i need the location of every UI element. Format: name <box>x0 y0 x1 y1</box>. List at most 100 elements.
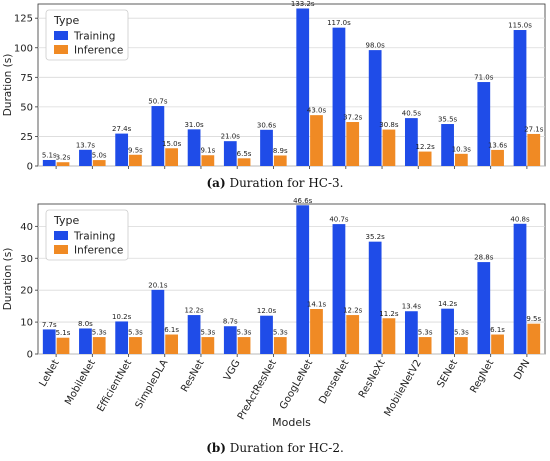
data-label-inference: 37.2s <box>343 114 363 122</box>
data-label-training: 13.7s <box>76 141 96 149</box>
y-tick-label: 100 <box>14 43 33 54</box>
x-tick-label: PreActResNet <box>236 358 279 422</box>
data-label-inference: 5.3s <box>200 329 215 337</box>
bar-inference-lenet <box>56 337 70 354</box>
bar-training-mobilenetv2 <box>404 311 418 354</box>
bar-inference-dpn <box>527 323 541 354</box>
bar-inference-densenet <box>346 122 360 166</box>
data-label-training: 115.0s <box>508 22 532 30</box>
bar-inference-simpledla <box>165 334 179 354</box>
bar-inference-senet <box>454 337 468 354</box>
bar-training-vgg <box>223 141 237 166</box>
x-tick-label: ResNeXt <box>357 358 388 400</box>
data-label-inference: 6.5s <box>237 150 252 158</box>
data-label-training: 35.2s <box>366 233 386 241</box>
y-tick-label: 125 <box>14 14 33 25</box>
data-label-inference: 5.3s <box>128 329 143 337</box>
data-label-inference: 5.3s <box>237 329 252 337</box>
legend: Type Training Inference <box>45 209 129 261</box>
bar-training-lenet <box>42 159 56 166</box>
data-label-training: 7.7s <box>42 321 57 329</box>
data-label-training: 20.1s <box>148 281 168 289</box>
bar-inference-resnet <box>201 155 215 166</box>
legend-label-inference: Inference <box>74 45 123 57</box>
y-axis-label: Duration (s) <box>2 54 14 117</box>
bar-inference-mobilenet <box>92 337 106 354</box>
bar-inference-preactresnet <box>273 155 287 166</box>
data-label-inference: 30.8s <box>379 121 399 129</box>
bar-training-vgg <box>223 326 237 354</box>
legend-swatch-inference <box>54 45 68 54</box>
bar-inference-googlenet <box>310 309 323 354</box>
bar-training-dpn <box>513 223 527 354</box>
caption-b-label: (b) <box>206 441 226 455</box>
x-tick-label: EfficientNet <box>95 358 134 414</box>
caption-b: (b) Duration for HC-2. <box>0 441 550 455</box>
legend-label-inference: Inference <box>74 245 123 257</box>
bar-inference-vgg <box>237 158 251 166</box>
bar-training-densenet <box>332 27 346 167</box>
legend-swatch-training <box>54 231 68 240</box>
x-axis-label: Models <box>272 416 311 429</box>
bar-inference-mobilenetv2 <box>418 337 432 354</box>
data-label-inference: 5.3s <box>92 329 107 337</box>
data-label-training: 12.0s <box>257 307 277 315</box>
data-label-training: 71.0s <box>474 74 494 82</box>
bar-training-senet <box>441 308 454 354</box>
chart-panel-a: 0 25 50 75 100 125 Duration (s) 5.1s3.2s 13.7s 5.… <box>2 0 546 173</box>
legend-swatch-inference <box>54 245 68 254</box>
y-tick-label: 20 <box>20 286 33 297</box>
bar-training-efficientnet <box>115 321 129 354</box>
x-tick-label: MobileNet <box>63 358 98 407</box>
bar-training-simpledla <box>151 106 165 166</box>
bar-inference-mobilenet <box>92 160 106 166</box>
bar-training-googlenet <box>296 8 310 167</box>
x-tick-label: DPN <box>512 358 532 382</box>
data-label-training: 8.7s <box>223 318 238 326</box>
data-label-training: 35.5s <box>438 116 458 124</box>
y-tick-label: 25 <box>20 132 33 143</box>
x-tick-label: RegNet <box>468 358 496 395</box>
data-label-training: 14.2s <box>438 300 458 308</box>
caption-a: (a) Duration for HC-3. <box>0 176 550 190</box>
bar-training-googlenet <box>296 205 310 354</box>
bar-training-senet <box>441 124 454 166</box>
data-label-inference: 9.5s <box>128 146 143 154</box>
data-label-inference: 11.2s <box>379 310 399 318</box>
data-label-inference: 27.1s <box>524 125 544 133</box>
data-label-training: 5.1s <box>42 151 57 159</box>
bar-training-dpn <box>513 30 527 166</box>
legend-title: Type <box>53 214 79 227</box>
legend-label-training: Training <box>73 231 115 243</box>
bar-training-resnext <box>368 241 382 354</box>
bar-training-mobilenet <box>79 149 92 166</box>
data-label-inference: 9.5s <box>526 315 541 323</box>
bar-training-densenet <box>332 224 346 354</box>
x-tick-label: DenseNet <box>317 358 351 406</box>
bar-inference-dpn <box>527 133 541 166</box>
data-label-inference: 5.3s <box>418 329 433 337</box>
data-label-training: 40.7s <box>329 216 349 224</box>
legend-label-training: Training <box>73 31 115 43</box>
data-label-training: 31.0s <box>184 121 204 129</box>
data-label-inference: 5.1s <box>56 329 71 337</box>
bar-inference-densenet <box>346 315 360 354</box>
data-label-training: 30.6s <box>257 121 277 129</box>
data-label-inference: 5.3s <box>454 329 469 337</box>
data-label-inference: 3.2s <box>56 154 71 162</box>
x-tick-label: ResNet <box>179 358 206 394</box>
data-label-inference: 9.1s <box>200 147 215 155</box>
data-label-inference: 5.3s <box>273 329 288 337</box>
legend-title: Type <box>53 14 79 27</box>
y-axis-label: Duration (s) <box>2 248 14 311</box>
x-tick-label: VGG <box>222 358 243 383</box>
x-tick-label: MobileNetV2 <box>383 358 424 419</box>
bar-training-lenet <box>42 329 56 354</box>
bar-inference-mobilenetv2 <box>418 151 432 166</box>
bar-training-regnet <box>477 82 491 166</box>
data-label-training: 10.2s <box>112 313 132 321</box>
data-label-training: 8.0s <box>78 320 93 328</box>
data-label-inference: 43.0s <box>307 107 327 115</box>
legend-swatch-training <box>54 31 68 40</box>
